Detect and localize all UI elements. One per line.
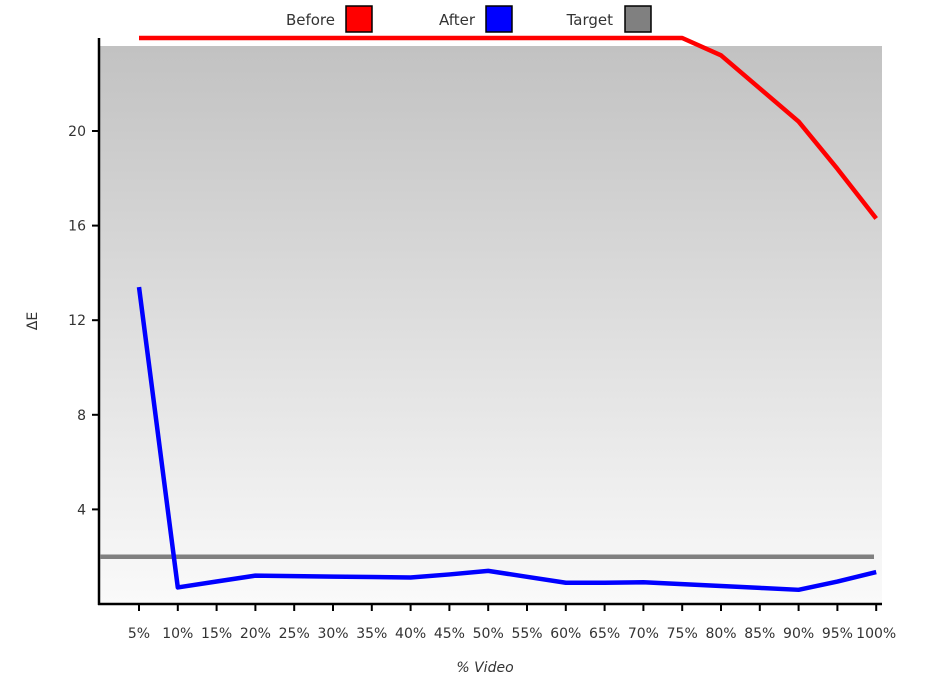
x-tick-label: 65%: [589, 626, 620, 642]
x-tick-label: 15%: [201, 626, 232, 642]
legend-swatch-after: [485, 5, 513, 33]
x-tick-label: 60%: [550, 626, 581, 642]
x-tick-label: 45%: [434, 626, 465, 642]
x-tick-label: 55%: [511, 626, 542, 642]
axes: [97, 38, 882, 606]
x-tick-label: 95%: [822, 626, 853, 642]
series-line-after: [136, 286, 877, 593]
x-tick-label: 50%: [473, 626, 504, 642]
series-layer: [100, 35, 878, 593]
x-tick-label: 10%: [162, 626, 193, 642]
legend-swatch-target: [624, 5, 652, 33]
y-tick-label: 12: [68, 313, 86, 329]
x-tick-label: 75%: [667, 626, 698, 642]
y-tick-label: 20: [68, 124, 86, 140]
x-tick-label: 25%: [279, 626, 310, 642]
x-tick-label: 30%: [317, 626, 348, 642]
y-tick-label: 16: [68, 219, 86, 235]
x-tick-label: 20%: [240, 626, 271, 642]
x-tick-label: 70%: [628, 626, 659, 642]
legend-label-after: After: [439, 11, 476, 29]
x-tick-label: 85%: [744, 626, 775, 642]
y-tick-label: 4: [77, 502, 86, 518]
y-ticks: 4 8 12 16 20: [68, 124, 99, 518]
x-tick-label: 80%: [705, 626, 736, 642]
legend: Before After Target: [286, 5, 652, 33]
y-tick-label: 8: [77, 408, 86, 424]
x-tick-label: 35%: [356, 626, 387, 642]
x-tick-label: 100%: [856, 626, 896, 642]
x-tick-label: 5%: [128, 626, 150, 642]
legend-label-target: Target: [566, 11, 614, 29]
x-axis-title: % Video: [456, 660, 513, 676]
x-tick-label: 90%: [783, 626, 814, 642]
y-axis-title: ΔE: [25, 312, 41, 330]
series-line-before: [139, 35, 878, 220]
legend-label-before: Before: [286, 11, 335, 29]
x-tick-label: 40%: [395, 626, 426, 642]
x-ticks: 5% 10% 15% 20% 25% 30% 35% 40% 45% 50% 55% 60% 65% 70…: [128, 604, 896, 642]
plot-background: [100, 46, 882, 604]
legend-swatch-before: [345, 5, 373, 33]
